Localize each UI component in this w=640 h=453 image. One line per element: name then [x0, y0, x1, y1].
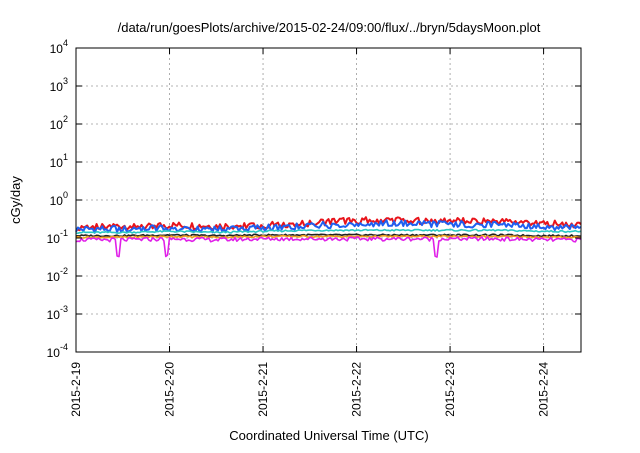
y-tick-label: 10-3 [47, 304, 68, 322]
x-tick-label: 2015-2-22 [350, 362, 364, 417]
series-group [75, 216, 582, 258]
y-tick-label: 102 [50, 114, 68, 132]
series-line [75, 216, 582, 232]
chart-title: /data/run/goesPlots/archive/2015-02-24/0… [118, 20, 541, 35]
y-tick-label: 100 [50, 190, 68, 208]
y-axis-label: cGy/day [8, 176, 23, 224]
y-tick-label: 10-4 [47, 342, 68, 360]
x-tick-label: 2015-2-21 [256, 362, 270, 417]
x-tick-label: 2015-2-24 [537, 362, 551, 417]
x-axis-label: Coordinated Universal Time (UTC) [229, 428, 428, 443]
gridlines [76, 48, 581, 352]
x-tick-label: 2015-2-19 [69, 362, 83, 417]
axis-ticks: 10-4 10-3 10-2 10-1 100 101 102 103 104 2015-2-19… [47, 38, 581, 417]
y-tick-label: 104 [50, 38, 68, 56]
series-line [75, 219, 582, 234]
series-line [76, 228, 582, 234]
y-tick-label: 101 [50, 152, 68, 170]
x-tick-label: 2015-2-23 [443, 362, 457, 417]
y-tick-label: 10-2 [47, 266, 68, 284]
y-tick-label: 10-1 [47, 228, 68, 246]
x-tick-label: 2015-2-20 [163, 362, 177, 417]
y-tick-label: 103 [50, 76, 68, 94]
series-line [75, 236, 582, 258]
series-line [75, 234, 582, 239]
